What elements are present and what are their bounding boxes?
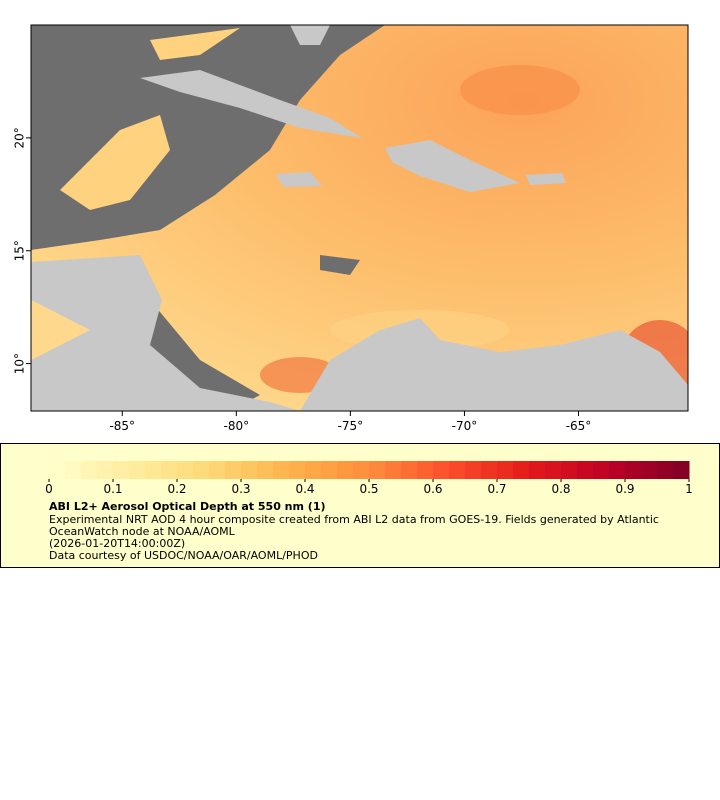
colorbar-cell	[97, 461, 114, 479]
legend-description: Experimental NRT AOD 4 hour composite cr…	[49, 513, 659, 538]
colorbar-cell	[289, 461, 306, 479]
legend-credit: Data courtesy of USDOC/NOAA/OAR/AOML/PHO…	[49, 549, 318, 562]
x-tick-label: -75°	[338, 419, 364, 433]
colorbar-cell	[81, 461, 98, 479]
colorbar-cell	[129, 461, 146, 479]
colorbar-cell	[177, 461, 194, 479]
colorbar-cell	[193, 461, 210, 479]
colorbar-tick-label: 0.5	[359, 482, 378, 496]
colorbar-tick-label: 0.2	[167, 482, 186, 496]
colorbar-tick-label: 0.4	[295, 482, 314, 496]
colorbar-tick-label: 0.7	[487, 482, 506, 496]
colorbar-cell	[673, 461, 690, 479]
colorbar-cell	[353, 461, 370, 479]
x-tick-label: -70°	[452, 419, 478, 433]
colorbar-cell	[401, 461, 418, 479]
y-tick-label: 15°	[13, 240, 27, 261]
colorbar-cell	[449, 461, 466, 479]
colorbar-tick-label: 0	[45, 482, 53, 496]
colorbar-cell	[641, 461, 658, 479]
colorbar-cell	[369, 461, 386, 479]
colorbar-cell	[657, 461, 674, 479]
colorbar-cell	[241, 461, 258, 479]
x-tick-label: -85°	[109, 419, 135, 433]
colorbar-tick-label: 0.9	[615, 482, 634, 496]
x-tick-label: -65°	[566, 419, 592, 433]
map-imagery	[31, 25, 688, 411]
colorbar-cell	[209, 461, 226, 479]
colorbar-cell	[161, 461, 178, 479]
colorbar-cell	[561, 461, 578, 479]
y-tick-label: 10°	[13, 353, 27, 374]
colorbar-cell	[225, 461, 242, 479]
map: -85° -80° -75° -70° -65° 10° 15° 20°	[13, 24, 689, 433]
colorbar-cell	[49, 461, 66, 479]
colorbar-cell	[513, 461, 530, 479]
legend-time: (2026-01-20T14:00:00Z)	[49, 537, 186, 550]
colorbar-cell	[321, 461, 338, 479]
colorbar-cell	[625, 461, 642, 479]
legend-title: ABI L2+ Aerosol Optical Depth at 550 nm …	[49, 500, 326, 513]
colorbar-cell	[609, 461, 626, 479]
colorbar: 0 0.1 0.2 0.3 0.4 0.5 0.6 0.7 0.8 0.9 1	[45, 461, 693, 496]
colorbar-cell	[481, 461, 498, 479]
colorbar-cell	[593, 461, 610, 479]
colorbar-tick-label: 0.8	[551, 482, 570, 496]
colorbar-cell	[577, 461, 594, 479]
colorbar-tick-label: 1	[685, 482, 693, 496]
colorbar-cell	[433, 461, 450, 479]
colorbar-cell	[417, 461, 434, 479]
colorbar-cell	[273, 461, 290, 479]
colorbar-cell	[337, 461, 354, 479]
colorbar-tick-label: 0.1	[103, 482, 122, 496]
map-frame	[30, 24, 689, 412]
colorbar-cell	[145, 461, 162, 479]
x-tick-label: -80°	[224, 419, 250, 433]
colorbar-cell	[113, 461, 130, 479]
colorbar-cell	[257, 461, 274, 479]
colorbar-cell	[545, 461, 562, 479]
colorbar-cell	[65, 461, 82, 479]
colorbar-tick-label: 0.6	[423, 482, 442, 496]
colorbar-cell	[385, 461, 402, 479]
colorbar-cell	[529, 461, 546, 479]
colorbar-cell	[497, 461, 514, 479]
colorbar-tick-label: 0.3	[231, 482, 250, 496]
colorbar-cell	[305, 461, 322, 479]
legend: 0 0.1 0.2 0.3 0.4 0.5 0.6 0.7 0.8 0.9 1 ABI L2+ Ae…	[0, 443, 720, 568]
colorbar-cell	[465, 461, 482, 479]
y-tick-label: 20°	[13, 127, 27, 148]
